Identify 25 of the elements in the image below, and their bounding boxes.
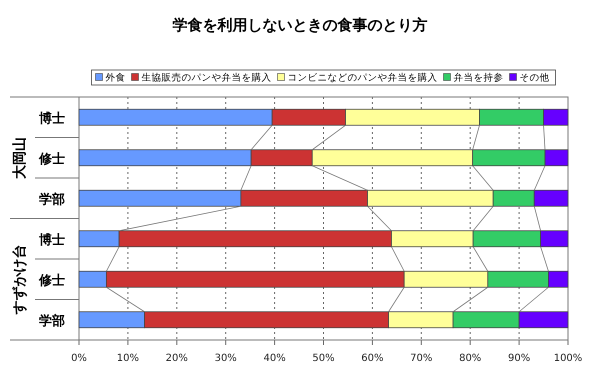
legend-label: コンビニなどのパンや弁当を購入 [288, 72, 438, 84]
chart-title: 学食を利用しないときの食事のとり方 [172, 16, 428, 34]
y-tick-label: 修士 [38, 273, 65, 288]
y-tick-label: 学部 [39, 191, 65, 208]
x-tick-label: 0% [71, 353, 87, 364]
text: すずかけ台 [12, 244, 28, 316]
legend-label: その他 [520, 72, 550, 84]
y-tick-label: 博士 [38, 110, 65, 126]
y-tick-label: 学部 [39, 312, 65, 329]
x-tick-label: 40% [263, 353, 286, 364]
x-tick-label: 80% [459, 353, 482, 364]
y-tick-label: 博士 [38, 232, 65, 248]
x-tick-label: 10% [116, 353, 140, 364]
x-tick-label: 50% [312, 353, 335, 364]
x-tick-label: 100% [554, 353, 582, 364]
x-tick-label: 70% [410, 353, 432, 364]
text: 大岡山 [12, 136, 28, 179]
legend-label: 外食 [106, 72, 126, 84]
y-tick-label: 修士 [38, 152, 65, 167]
x-tick-label: 60% [361, 353, 384, 364]
x-tick-label: 20% [166, 353, 188, 364]
legend-label: 弁当を持参 [454, 72, 504, 84]
x-tick-label: 90% [508, 353, 530, 364]
legend-label: 生協販売のパンや弁当を購入 [142, 72, 272, 84]
x-tick-label: 30% [214, 353, 237, 364]
